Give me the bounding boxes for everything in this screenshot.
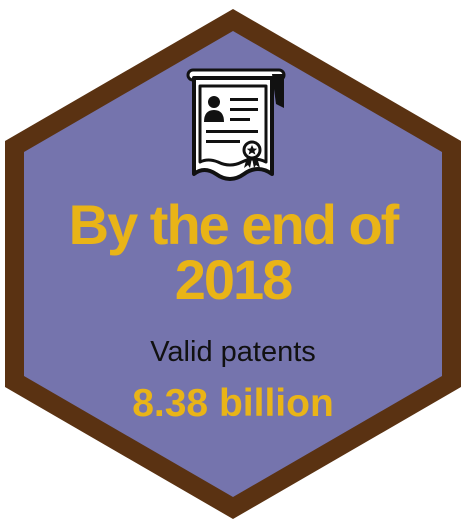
headline-year: 2018 — [174, 248, 294, 311]
certificate-icon — [186, 68, 286, 181]
stat-value: 8.38 billion — [132, 382, 334, 425]
stat-caption: Valid patents — [150, 336, 316, 368]
hexagon-fill — [24, 31, 442, 497]
headline-line-1: By the end of — [68, 193, 400, 256]
